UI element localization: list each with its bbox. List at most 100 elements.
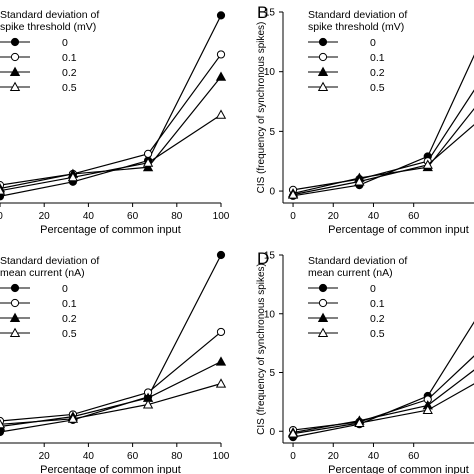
legend-title: Standard deviation of [308, 9, 407, 21]
legend-marker [318, 37, 328, 47]
data-point [143, 149, 153, 158]
panel-letter: D [257, 249, 269, 268]
legend-marker [9, 327, 21, 337]
series-line-0.5 [292, 124, 474, 196]
x-axis-label: Percentage of common input [328, 464, 469, 474]
series-line-0.5 [0, 383, 222, 425]
panel-letter: B [257, 3, 268, 22]
data-point [67, 413, 79, 423]
x-tick-label: 20 [39, 451, 51, 462]
y-tick-label: 5 [269, 368, 275, 379]
data-point [216, 50, 226, 59]
x-tick-label: 60 [408, 211, 420, 222]
legend-title: spike threshold (mV) [0, 21, 96, 33]
y-tick-label: 0 [269, 427, 275, 438]
x-tick-label: 40 [368, 211, 380, 222]
data-point [287, 189, 299, 199]
series-line-0 [0, 15, 222, 197]
data-point [142, 161, 154, 172]
panel-c: 20 40 60 80 100 Percentage of common input Sta… [0, 250, 230, 474]
y-tick-label: 15 [264, 251, 276, 262]
legend-title: Standard deviation of [308, 255, 407, 267]
legend-label: 0.1 [62, 52, 77, 64]
legend-title: mean current (nA) [308, 267, 393, 279]
y-tick-label: 0 [269, 187, 275, 198]
legend-marker [9, 66, 21, 76]
y-tick-label: 10 [264, 309, 276, 320]
x-tick-label: 20 [328, 451, 340, 462]
x-tick-label: 60 [127, 211, 139, 222]
series-line-0.1 [0, 331, 222, 422]
legend-marker [10, 52, 20, 62]
x-tick-label: 60 [127, 451, 139, 462]
series-line-0.5 [0, 114, 222, 192]
y-tick-label: 15 [264, 8, 276, 19]
y-axis-label: CIS (frequency of synchronous spikes) [256, 263, 267, 435]
data-point [422, 404, 433, 415]
panel-b: 0 20 40 60 Percentage of common input 0 5 10 15 C… [256, 3, 474, 236]
legend-marker [318, 298, 328, 308]
x-tick-label: 0 [290, 211, 296, 222]
data-point [215, 356, 227, 366]
legend-marker [318, 52, 328, 62]
x-tick-label: 100 [213, 451, 230, 462]
legend-label: 0 [62, 37, 68, 49]
legend-title: mean current (nA) [0, 267, 85, 279]
legend-label: 0.5 [62, 328, 77, 340]
data-point [354, 417, 365, 427]
legend-label: 0.5 [370, 82, 385, 94]
x-tick-label: 40 [83, 451, 95, 462]
legend-label: 0.2 [62, 313, 77, 325]
x-tick-label: 80 [171, 211, 183, 222]
data-point [0, 185, 6, 195]
x-tick-label: 20 [328, 211, 340, 222]
data-point [354, 176, 365, 186]
series-line-0.5 [292, 383, 474, 435]
series-line-0 [0, 254, 222, 433]
legend-marker [317, 66, 329, 76]
x-tick-label: 0 [290, 451, 296, 462]
y-tick-label: 10 [264, 67, 276, 78]
series-line-0.2 [292, 107, 474, 195]
data-point [216, 327, 226, 337]
series-line-0.2 [292, 369, 474, 434]
legend-marker [317, 327, 329, 337]
legend-label: 0.5 [62, 82, 77, 94]
data-point [0, 418, 6, 429]
x-tick-label: 100 [213, 211, 230, 222]
x-axis-label: Percentage of common input [328, 224, 469, 236]
x-axis-label: Percentage of common input [40, 464, 181, 474]
data-point [142, 399, 154, 409]
data-point [215, 71, 227, 81]
legend-label: 0.1 [62, 298, 77, 310]
data-point [67, 171, 79, 182]
legend-label: 0.1 [370, 52, 385, 64]
legend-label: 0.2 [370, 313, 385, 325]
data-point [287, 428, 299, 438]
panel-d: 0 20 40 60 Percentage of common input 0 5 10 15C… [256, 249, 474, 474]
x-tick-label: 20 [39, 211, 51, 222]
data-point [422, 159, 433, 169]
data-point [216, 250, 226, 260]
y-axis-label: CIS (frequency of synchronous spikes) [256, 22, 267, 194]
data-point [215, 378, 227, 388]
legend-marker [10, 283, 20, 293]
legend-marker [10, 298, 20, 308]
data-point [215, 109, 227, 119]
legend-title: Standard deviation of [0, 9, 99, 21]
legend-marker [9, 312, 21, 322]
legend-marker [9, 81, 21, 91]
series-line-0.1 [0, 54, 222, 186]
x-tick-label: 0 [0, 211, 3, 222]
legend-label: 0.5 [370, 328, 385, 340]
x-tick-label: 60 [408, 451, 420, 462]
series-line-0.2 [0, 361, 222, 428]
data-point [142, 157, 154, 167]
legend-label: 0 [62, 283, 68, 295]
panel-a: 0 20 40 60 80 100 Percentage of common input St… [0, 9, 230, 236]
legend-marker [10, 37, 20, 47]
legend-marker [318, 283, 328, 293]
legend-label: 0.2 [370, 67, 385, 79]
legend-marker [317, 312, 329, 322]
